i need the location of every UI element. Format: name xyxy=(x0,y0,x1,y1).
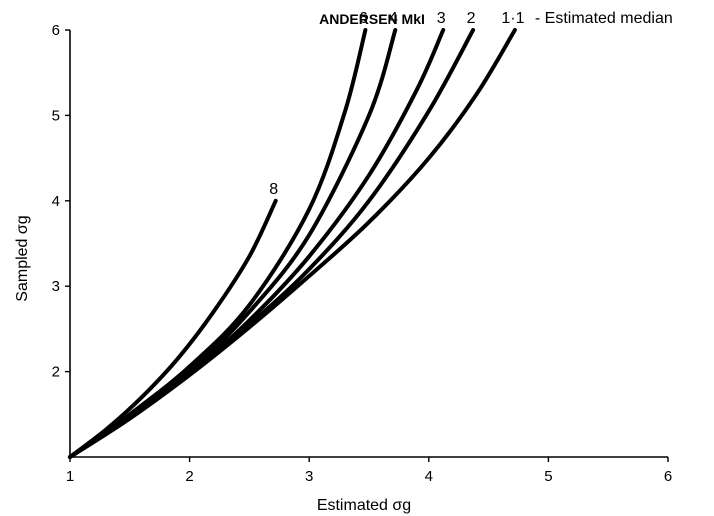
axes: 1 2 3 4 5 6 2 3 4 5 6 xyxy=(52,22,673,485)
y-tick-label: 2 xyxy=(52,364,60,381)
x-tick-label: 3 xyxy=(305,468,313,485)
x-tick-label: 4 xyxy=(425,468,433,485)
series-label: 2 xyxy=(467,10,476,27)
curves xyxy=(68,28,517,459)
estimated-median-note: - Estimated median xyxy=(535,10,673,27)
series-label: 4 xyxy=(389,10,398,27)
y-tick-label: 5 xyxy=(52,107,60,124)
x-tick-label: 5 xyxy=(544,468,552,485)
series-label: 1·1 xyxy=(501,10,524,27)
y-tick-label: 3 xyxy=(52,278,60,295)
series-line xyxy=(68,28,517,459)
series-label: 8 xyxy=(269,181,278,198)
x-tick-label: 6 xyxy=(664,468,672,485)
chart-title: ANDERSEN MkI xyxy=(319,11,425,27)
x-axis-title: Estimated σg xyxy=(317,497,411,514)
x-tick-label: 2 xyxy=(185,468,193,485)
y-tick-label: 4 xyxy=(52,193,60,210)
series-label: 3 xyxy=(437,10,446,27)
y-tick-label: 6 xyxy=(52,22,60,39)
y-axis-title: Sampled σg xyxy=(14,215,31,301)
series-label: 6 xyxy=(359,10,368,27)
x-tick-label: 1 xyxy=(66,468,74,485)
